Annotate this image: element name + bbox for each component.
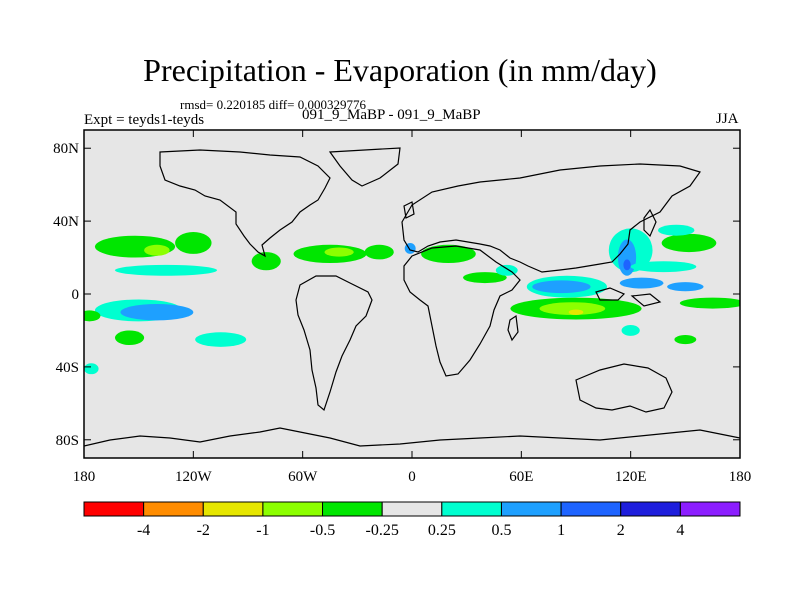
region-sh-east-green bbox=[674, 335, 697, 345]
colorbar-label: 1 bbox=[557, 522, 565, 539]
colorbar-label: -4 bbox=[137, 522, 150, 539]
colorbar-label: 4 bbox=[676, 522, 684, 539]
colorbar-swatch bbox=[202, 501, 264, 517]
x-tick-label: 60W bbox=[288, 469, 318, 485]
region-west-pacific-green bbox=[661, 233, 717, 253]
region-itcz-south-blue bbox=[120, 304, 194, 321]
colorbar-label: -2 bbox=[197, 522, 210, 539]
colorbar-swatch bbox=[679, 501, 741, 517]
colorbar-label: 0.5 bbox=[491, 522, 511, 539]
experiment-label: Expt = teyds1-teyds bbox=[84, 112, 205, 128]
y-tick-label: 80N bbox=[53, 141, 79, 157]
region-sh-pacific-green bbox=[114, 330, 145, 346]
y-tick-label: 40S bbox=[56, 360, 79, 376]
colorbar: -4 -2 -1 -0.5 -0.25 0.25 0.5 1 2 4 bbox=[83, 501, 741, 539]
stats-text: rmsd= 0.220185 diff= 0.000329776 bbox=[180, 97, 366, 112]
x-tick-label: 180 bbox=[73, 469, 96, 485]
colorbar-label: -0.25 bbox=[366, 522, 399, 539]
coastlines bbox=[84, 147, 740, 447]
y-tick-label: 40N bbox=[53, 214, 79, 230]
region-atlantic-green-east bbox=[364, 244, 394, 260]
region-asia-darkblue bbox=[623, 259, 631, 271]
season-label: JJA bbox=[716, 111, 739, 127]
region-west-pacific-cyan bbox=[630, 261, 697, 273]
colorbar-label: 0.25 bbox=[428, 522, 456, 539]
region-south-indian-lightgreen bbox=[539, 302, 606, 315]
colorbar-swatch bbox=[381, 501, 443, 517]
x-tick-label: 120E bbox=[615, 469, 647, 485]
region-west-green bbox=[84, 310, 101, 322]
colorbar-swatch bbox=[262, 501, 324, 517]
x-tick-label: 120W bbox=[175, 469, 213, 485]
region-pacific-east-blue bbox=[667, 282, 704, 292]
region-atlantic-lightgreen bbox=[324, 247, 354, 257]
axes: 180 120W 60W 0 60E 120E 180 80N 40N 0 40S 80S bbox=[53, 130, 751, 485]
region-north-pacific-lightgreen bbox=[144, 244, 170, 256]
colorbar-swatch bbox=[83, 501, 145, 517]
colorbar-label: -0.5 bbox=[310, 522, 335, 539]
colorbar-swatch bbox=[500, 501, 562, 517]
chart-title: Precipitation - Evaporation (in mm/day) bbox=[143, 52, 657, 88]
y-tick-label: 80S bbox=[56, 433, 79, 449]
region-central-america-green bbox=[251, 252, 281, 271]
region-north-pacific-cyan bbox=[658, 224, 695, 236]
region-north-pacific-green-east bbox=[175, 232, 212, 254]
x-tick-label: 60E bbox=[509, 469, 533, 485]
region-sh-small-cyan bbox=[84, 363, 99, 375]
y-tick-label: 0 bbox=[72, 287, 80, 303]
region-west-pacific-blue bbox=[619, 277, 664, 289]
x-tick-label: 0 bbox=[408, 469, 416, 485]
region-arabia-green bbox=[463, 272, 507, 284]
region-pacific-east-green bbox=[679, 297, 740, 309]
colorbar-label: 2 bbox=[617, 522, 625, 539]
colorbar-swatch bbox=[560, 501, 622, 517]
region-indian-ocean-blue bbox=[532, 280, 591, 294]
colorbar-swatch bbox=[322, 501, 383, 517]
region-sh-east-cyan bbox=[621, 324, 640, 336]
x-tick-label: 180 bbox=[729, 469, 752, 485]
colorbar-swatch bbox=[441, 501, 502, 517]
field-regions bbox=[84, 224, 740, 375]
colorbar-swatch bbox=[143, 501, 204, 517]
region-east-pacific-cyan bbox=[114, 264, 218, 276]
colorbar-swatch bbox=[620, 501, 681, 517]
colorbar-label: -1 bbox=[256, 522, 269, 539]
case-label: 091_9_MaBP - 091_9_MaBP bbox=[302, 107, 481, 123]
region-south-indian-yellow bbox=[568, 309, 584, 315]
region-sh-pacific-cyan bbox=[195, 332, 247, 347]
region-africa-green bbox=[421, 244, 476, 264]
